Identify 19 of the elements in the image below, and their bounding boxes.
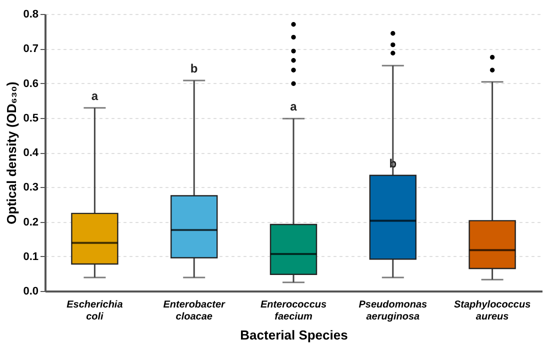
annotation: b xyxy=(190,61,198,76)
y-tick-label: 0.5 xyxy=(23,112,38,124)
x-axis-title: Bacterial Species xyxy=(240,328,348,342)
annotation: a xyxy=(290,100,298,114)
x-tick-label: Enterococcus faecium xyxy=(260,300,327,322)
y-tick-label: 0.3 xyxy=(23,182,38,194)
y-tick-label: 0.8 xyxy=(23,8,38,20)
y-tick-label: 0.2 xyxy=(23,216,38,228)
y-tick-label: 0.7 xyxy=(23,43,38,56)
x-tick-label: Pseudomonas aeruginosa xyxy=(358,300,428,322)
y-tick-label: 0.1 xyxy=(23,250,38,263)
y-tick-label: 0.0 xyxy=(23,286,38,298)
y-tick-label: 0.4 xyxy=(23,147,40,159)
annotation: a xyxy=(91,88,98,103)
x-tick-label: Enterobacter cloacae xyxy=(163,300,226,322)
y-axis-title: Optical density (OD₆₃₀) xyxy=(4,82,20,224)
y-tick-label: 0.6 xyxy=(23,78,38,90)
x-tick-label: Staphylococcus aureus xyxy=(454,300,532,322)
x-tick-label: Escherichia coli xyxy=(66,300,124,322)
